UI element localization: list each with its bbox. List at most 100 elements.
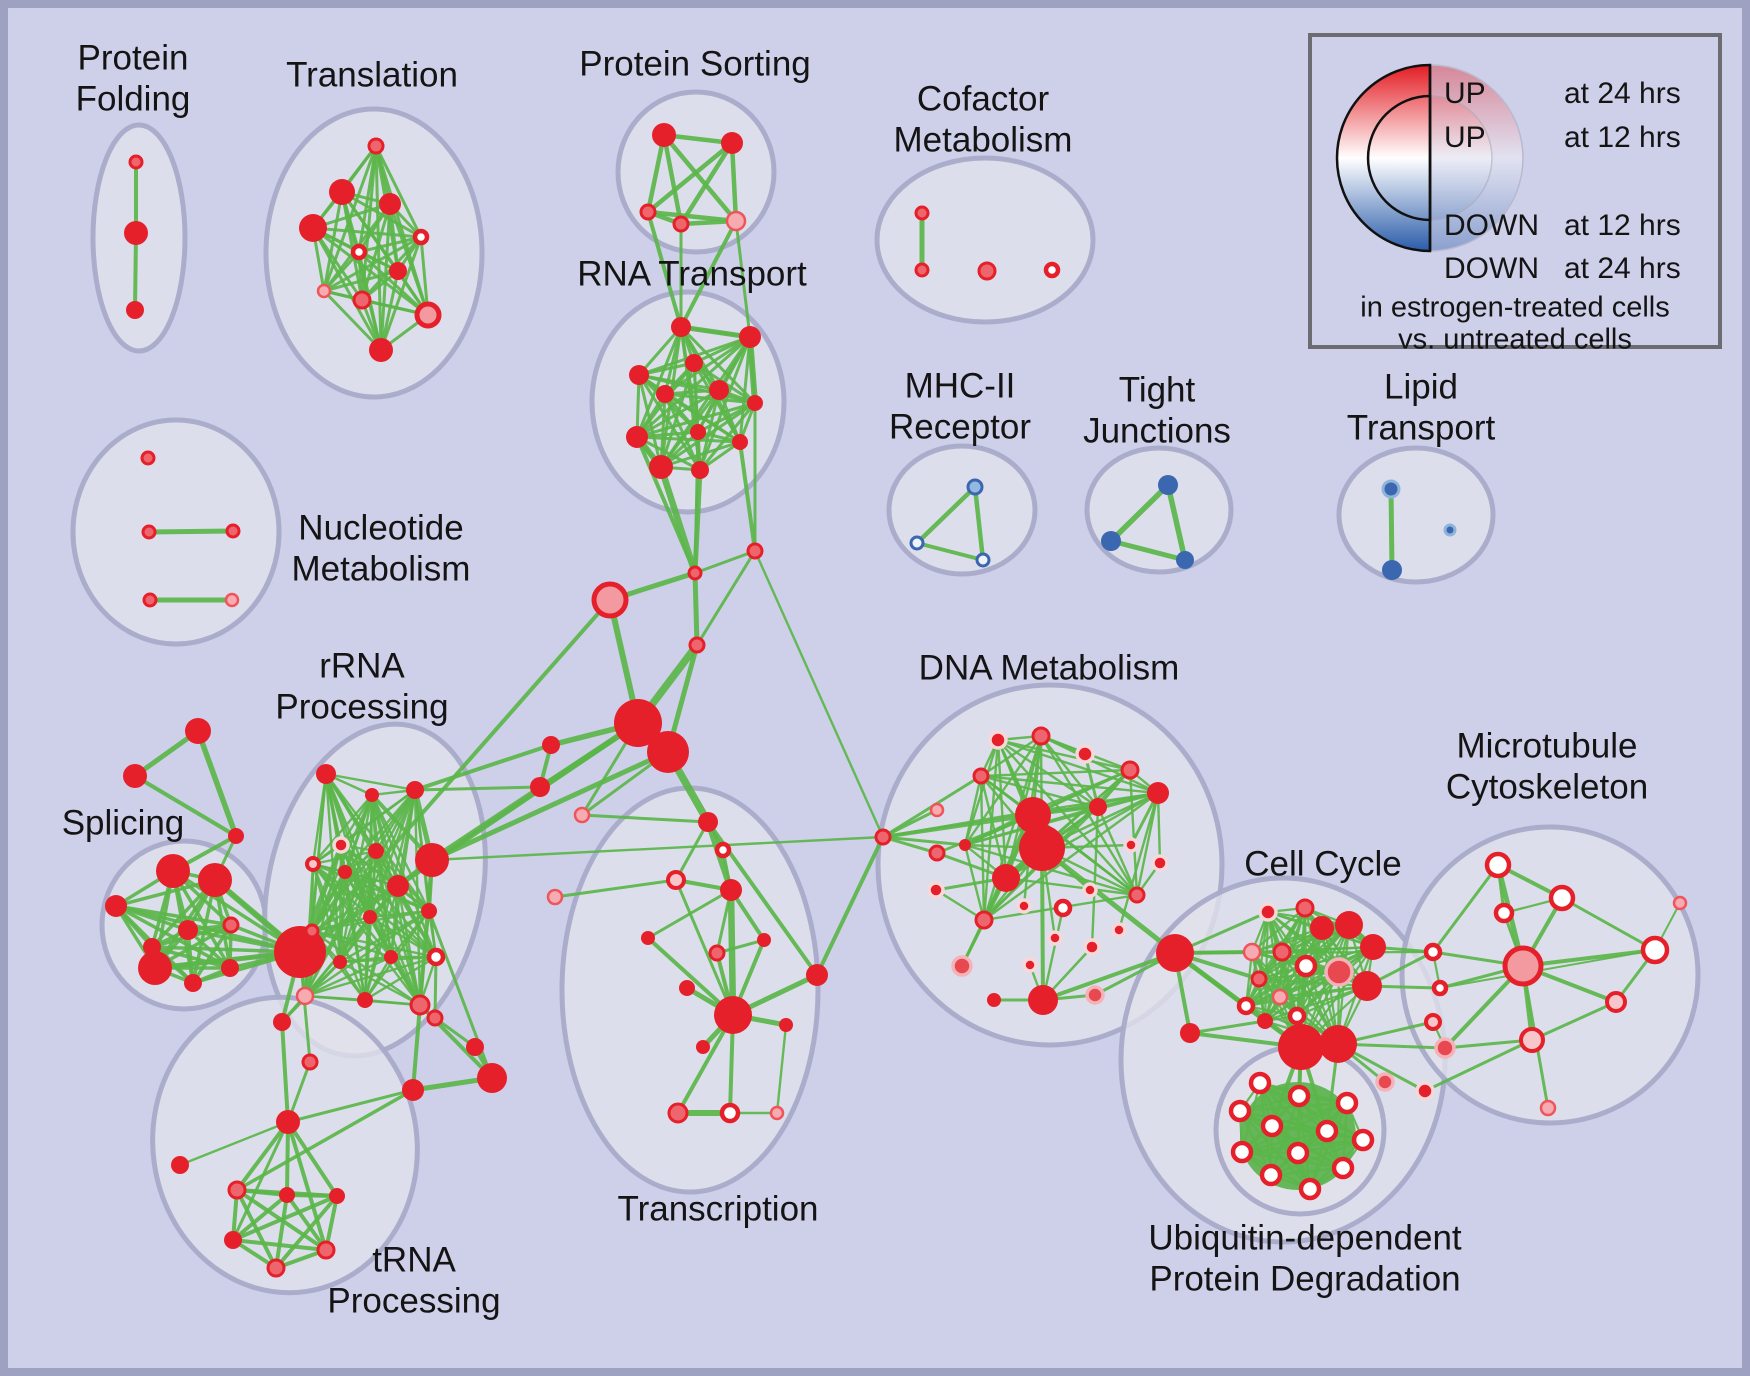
- edge: [146, 528, 236, 535]
- edge: [322, 250, 361, 293]
- edge: [311, 793, 374, 866]
- gene-node: [222, 916, 240, 934]
- gene-node: [1053, 898, 1073, 918]
- edge: [1165, 482, 1188, 563]
- gene-node: [1310, 916, 1334, 940]
- edge: [915, 541, 985, 562]
- cluster-ellipse-trna-processing: [150, 994, 420, 1296]
- edge: [311, 862, 367, 1002]
- gene-node: [1352, 971, 1382, 1001]
- edge: [963, 734, 1043, 847]
- edge: [729, 140, 739, 224]
- edge: [1388, 486, 1395, 573]
- nodes-layer: [105, 123, 1688, 1278]
- edge: [322, 269, 400, 293]
- cluster-ellipse-tight-junctions: [1084, 445, 1234, 575]
- edge: [661, 132, 739, 224]
- gene-node: [368, 843, 384, 859]
- cluster-label-microtubule-cytoskeleton: Cytoskeleton: [1446, 767, 1648, 806]
- gene-node: [295, 986, 315, 1006]
- gene-node: [1331, 1156, 1355, 1180]
- edge: [646, 210, 683, 329]
- edge: [1257, 977, 1369, 988]
- legend-caption-line1: in estrogen-treated cells: [1360, 291, 1670, 324]
- gene-node: [1043, 261, 1061, 279]
- edge: [285, 1120, 290, 1197]
- edge: [310, 849, 378, 933]
- gene-node: [304, 923, 320, 939]
- gene-node: [1493, 902, 1515, 924]
- gene-node: [426, 1009, 444, 1027]
- gene-node: [365, 788, 379, 802]
- edge: [339, 793, 374, 847]
- gene-node: [369, 338, 393, 362]
- gene-node: [279, 1187, 295, 1203]
- cluster-label-splicing: Splicing: [62, 803, 185, 842]
- edge: [280, 1020, 290, 1124]
- edge: [679, 219, 738, 329]
- edge: [663, 392, 757, 405]
- edge: [645, 209, 739, 224]
- gene-node: [333, 955, 347, 969]
- edge: [231, 1193, 289, 1242]
- edge: [1090, 805, 1100, 949]
- edge: [635, 401, 757, 439]
- gene-node: [1286, 1141, 1310, 1165]
- edge: [133, 774, 238, 838]
- edge: [698, 401, 757, 472]
- cluster-label-microtubule-cytoskeleton: Microtubule: [1457, 726, 1638, 765]
- edge: [645, 140, 735, 215]
- cluster-label-rrna-processing: Processing: [275, 687, 448, 726]
- gene-node: [614, 699, 662, 747]
- gene-node: [126, 301, 144, 319]
- gene-node: [1015, 797, 1051, 833]
- edge: [231, 1238, 328, 1252]
- gene-node: [1415, 1081, 1435, 1101]
- edge: [1188, 1019, 1267, 1035]
- cluster-label-cell-cycle: Cell Cycle: [1244, 844, 1402, 883]
- edge: [389, 884, 400, 959]
- edge: [1443, 1038, 1534, 1050]
- gene-node: [987, 993, 1001, 1007]
- cluster-label-mhc-ii-receptor: Receptor: [889, 407, 1031, 446]
- gene-node: [1236, 996, 1256, 1016]
- gene-node: [389, 262, 407, 280]
- legend-row-time: at 24 hrs: [1564, 252, 1681, 285]
- up-down-gradient-circle-icon: [1335, 63, 1524, 253]
- gene-node: [806, 964, 828, 986]
- gene-node: [688, 636, 706, 654]
- edge: [235, 1088, 415, 1192]
- gene-node: [1319, 1025, 1357, 1063]
- gene-node: [1151, 854, 1169, 872]
- gene-node: [721, 132, 743, 154]
- edge: [357, 235, 423, 254]
- edge: [914, 484, 978, 546]
- edge: [133, 231, 138, 312]
- gene-node: [384, 950, 398, 964]
- gene-node: [273, 1013, 291, 1031]
- legend-inner-ring: [1366, 94, 1432, 222]
- gene-node: [105, 895, 127, 917]
- edge: [698, 388, 721, 472]
- edge: [191, 923, 233, 985]
- gene-node: [732, 434, 748, 450]
- edge: [1560, 896, 1657, 952]
- edge: [972, 484, 986, 563]
- gene-node: [591, 581, 629, 619]
- gene-node: [124, 221, 148, 245]
- gene-node: [1031, 726, 1051, 746]
- gene-node: [720, 879, 742, 901]
- gene-node: [141, 524, 157, 540]
- gene-node: [184, 974, 202, 992]
- gene-node: [914, 262, 930, 278]
- gene-node: [142, 592, 158, 608]
- edge: [150, 945, 232, 970]
- legend-row-time: at 24 hrs: [1564, 77, 1681, 110]
- edge: [979, 774, 1160, 795]
- edge: [659, 440, 742, 469]
- edge: [1269, 1166, 1345, 1177]
- gene-node: [714, 841, 732, 859]
- cluster-label-cofactor-metabolism: Cofactor: [917, 79, 1050, 118]
- edge: [231, 1120, 290, 1242]
